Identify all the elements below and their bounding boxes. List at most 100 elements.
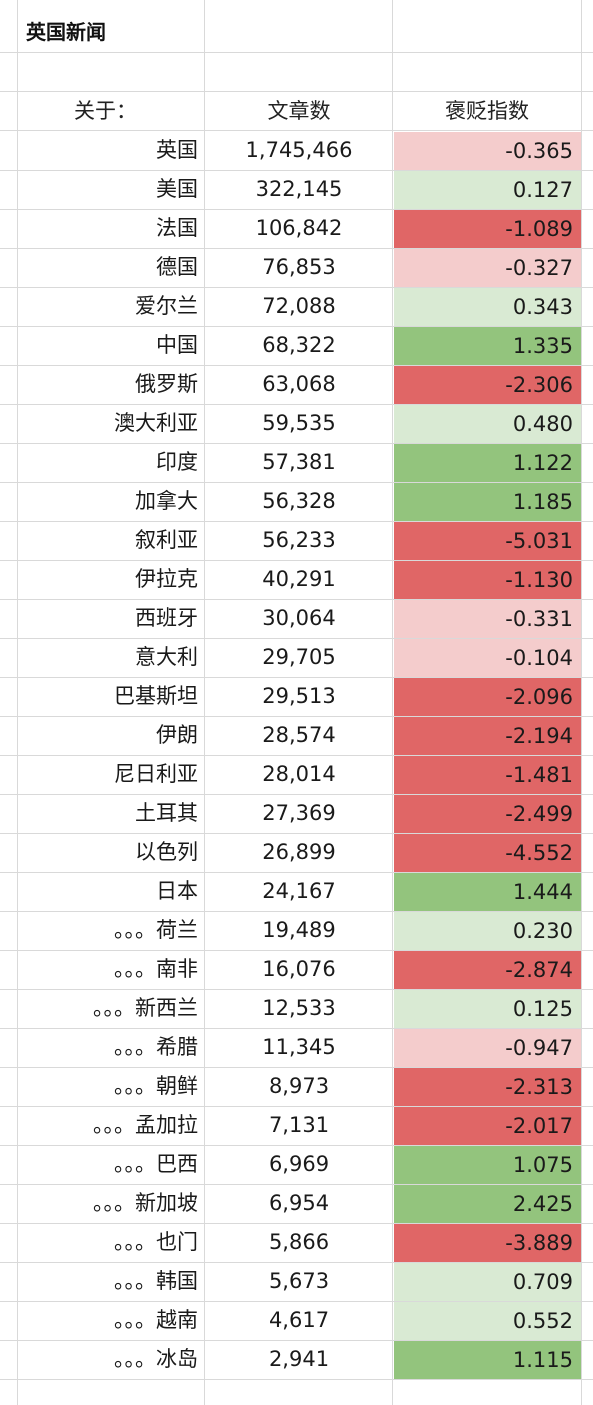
article-count-cell[interactable]: 1,745,466	[245, 138, 353, 162]
sentiment-index-cell[interactable]: 1.122	[394, 444, 581, 482]
country-cell[interactable]: 法国	[156, 216, 198, 240]
country-cell[interactable]: 巴基斯坦	[114, 684, 198, 708]
sentiment-index-cell[interactable]: -0.947	[394, 1029, 581, 1067]
article-count-cell[interactable]: 6,969	[268, 1152, 330, 1176]
country-cell[interactable]: 叙利亚	[135, 528, 198, 552]
sentiment-index-cell[interactable]: 0.127	[394, 171, 581, 209]
header-articles[interactable]: 文章数	[267, 99, 331, 123]
article-count-cell[interactable]: 40,291	[262, 567, 336, 591]
article-count-cell[interactable]: 5,673	[268, 1269, 330, 1293]
article-count-cell[interactable]: 29,705	[262, 645, 336, 669]
sentiment-index-cell[interactable]: 0.480	[394, 405, 581, 443]
country-cell[interactable]: 印度	[156, 450, 198, 474]
sentiment-index-cell[interactable]: -5.031	[394, 522, 581, 560]
sentiment-index-cell[interactable]: 1.075	[394, 1146, 581, 1184]
article-count-cell[interactable]: 76,853	[262, 255, 336, 279]
article-count-cell[interactable]: 26,899	[262, 840, 336, 864]
country-cell[interactable]: 澳大利亚	[114, 411, 198, 435]
sentiment-index-cell[interactable]: -3.889	[394, 1224, 581, 1262]
country-cell[interactable]: 土耳其	[135, 801, 198, 825]
country-cell[interactable]: 爱尔兰	[135, 294, 198, 318]
sentiment-index-cell[interactable]: 1.444	[394, 873, 581, 911]
country-cell[interactable]: 。。。韩国	[114, 1269, 198, 1293]
country-cell[interactable]: 。。。越南	[114, 1308, 198, 1332]
sentiment-index-cell[interactable]: -0.331	[394, 600, 581, 638]
country-cell[interactable]: 。。。冰岛	[114, 1347, 198, 1371]
article-count-cell[interactable]: 16,076	[262, 957, 336, 981]
sentiment-index-cell[interactable]: -0.327	[394, 249, 581, 287]
sentiment-index-cell[interactable]: 0.552	[394, 1302, 581, 1340]
sentiment-index-cell[interactable]: -0.365	[394, 132, 581, 170]
sentiment-index-cell[interactable]: 0.125	[394, 990, 581, 1028]
article-count-cell[interactable]: 56,233	[262, 528, 336, 552]
article-count-cell[interactable]: 30,064	[262, 606, 336, 630]
sentiment-index-cell[interactable]: -4.552	[394, 834, 581, 872]
sentiment-index-cell[interactable]: 1.335	[394, 327, 581, 365]
sentiment-index-cell[interactable]: 1.115	[394, 1341, 581, 1379]
country-cell[interactable]: 伊朗	[156, 723, 198, 747]
country-cell[interactable]: 以色列	[135, 840, 198, 864]
article-count-cell[interactable]: 24,167	[262, 879, 336, 903]
sentiment-index-cell[interactable]: 0.709	[394, 1263, 581, 1301]
sentiment-index-cell[interactable]: -1.089	[394, 210, 581, 248]
country-cell[interactable]: 。。。南非	[114, 957, 198, 981]
sentiment-index-cell[interactable]: 0.343	[394, 288, 581, 326]
header-sentiment[interactable]: 褒贬指数	[445, 99, 529, 123]
article-count-cell[interactable]: 12,533	[262, 996, 336, 1020]
sentiment-index-cell[interactable]: -2.096	[394, 678, 581, 716]
country-cell[interactable]: 。。。巴西	[114, 1152, 198, 1176]
article-count-cell[interactable]: 72,088	[262, 294, 336, 318]
sentiment-index-cell[interactable]: -2.194	[394, 717, 581, 755]
country-cell[interactable]: 。。。也门	[114, 1230, 198, 1254]
country-cell[interactable]: 。。。朝鲜	[114, 1074, 198, 1098]
country-cell[interactable]: 。。。孟加拉	[93, 1113, 198, 1137]
article-count-cell[interactable]: 19,489	[262, 918, 336, 942]
article-count-cell[interactable]: 57,381	[262, 450, 336, 474]
country-cell[interactable]: 日本	[156, 879, 198, 903]
article-count-cell[interactable]: 4,617	[268, 1308, 330, 1332]
article-count-cell[interactable]: 7,131	[268, 1113, 330, 1137]
country-cell[interactable]: 中国	[156, 333, 198, 357]
sentiment-index-cell[interactable]: 2.425	[394, 1185, 581, 1223]
article-count-cell[interactable]: 56,328	[262, 489, 336, 513]
header-about[interactable]: 关于：	[74, 99, 137, 123]
article-count-cell[interactable]: 68,322	[262, 333, 336, 357]
sentiment-index-cell[interactable]: -2.313	[394, 1068, 581, 1106]
country-cell[interactable]: 。。。新西兰	[93, 996, 198, 1020]
article-count-cell[interactable]: 28,014	[262, 762, 336, 786]
country-cell[interactable]: 。。。希腊	[114, 1035, 198, 1059]
country-cell[interactable]: 。。。新加坡	[93, 1191, 198, 1215]
sentiment-index-cell[interactable]: -2.874	[394, 951, 581, 989]
sentiment-index-cell[interactable]: -2.499	[394, 795, 581, 833]
sentiment-index-cell[interactable]: -0.104	[394, 639, 581, 677]
sheet-title[interactable]: 英国新闻	[26, 20, 106, 44]
article-count-cell[interactable]: 8,973	[268, 1074, 330, 1098]
country-cell[interactable]: 伊拉克	[135, 567, 198, 591]
article-count-cell[interactable]: 6,954	[268, 1191, 330, 1215]
country-cell[interactable]: 英国	[156, 138, 198, 162]
article-count-cell[interactable]: 322,145	[255, 177, 343, 201]
country-cell[interactable]: 尼日利亚	[114, 762, 198, 786]
sentiment-index-cell[interactable]: -1.481	[394, 756, 581, 794]
sentiment-index-cell[interactable]: -2.017	[394, 1107, 581, 1145]
country-cell[interactable]: 俄罗斯	[135, 372, 198, 396]
article-count-cell[interactable]: 29,513	[262, 684, 336, 708]
article-count-cell[interactable]: 106,842	[255, 216, 343, 240]
article-count-cell[interactable]: 11,345	[262, 1035, 336, 1059]
article-count-cell[interactable]: 28,574	[262, 723, 336, 747]
country-cell[interactable]: 。。。荷兰	[114, 918, 198, 942]
sentiment-index-cell[interactable]: -1.130	[394, 561, 581, 599]
article-count-cell[interactable]: 27,369	[262, 801, 336, 825]
country-cell[interactable]: 德国	[156, 255, 198, 279]
sentiment-index-cell[interactable]: 0.230	[394, 912, 581, 950]
article-count-cell[interactable]: 59,535	[262, 411, 336, 435]
country-cell[interactable]: 西班牙	[135, 606, 198, 630]
article-count-cell[interactable]: 63,068	[262, 372, 336, 396]
country-cell[interactable]: 美国	[156, 177, 198, 201]
article-count-cell[interactable]: 5,866	[268, 1230, 330, 1254]
country-cell[interactable]: 意大利	[135, 645, 198, 669]
sentiment-index-cell[interactable]: -2.306	[394, 366, 581, 404]
article-count-cell[interactable]: 2,941	[268, 1347, 330, 1371]
country-cell[interactable]: 加拿大	[135, 489, 198, 513]
sentiment-index-cell[interactable]: 1.185	[394, 483, 581, 521]
